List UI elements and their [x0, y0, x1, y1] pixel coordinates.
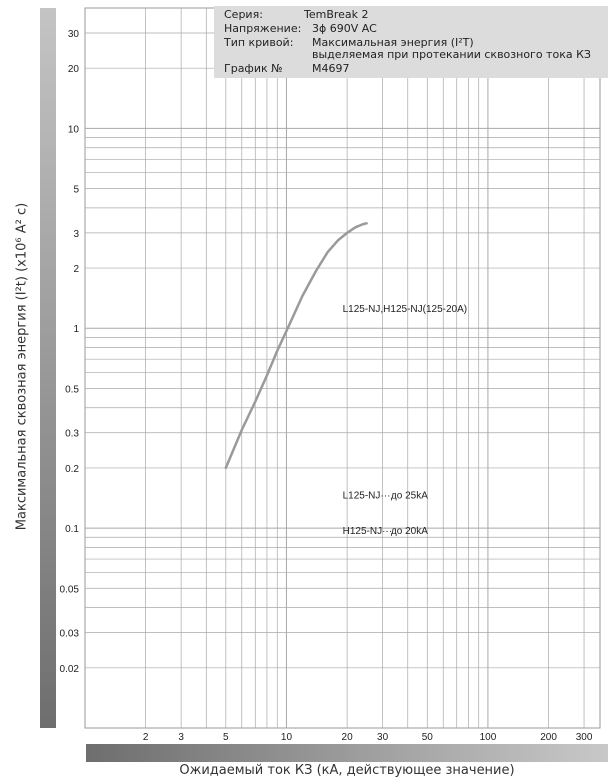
y-axis-title: Максимальная сквозная энергия (I²t) (x10… [14, 202, 30, 531]
y-tick-label: 30 [68, 29, 80, 40]
x-tick-label: 30 [377, 732, 389, 743]
voltage-value: 3ϕ 690V AC [312, 22, 377, 35]
curve-value-line2: выделяемая при протекании сквозного тока… [312, 48, 591, 61]
x-tick-label: 2 [143, 732, 149, 743]
annotation-limit: до 20kA [391, 526, 428, 537]
y-tick-label: 0.1 [65, 524, 79, 535]
x-tick-label: 200 [540, 732, 557, 743]
y-tick-label: 0.3 [65, 429, 79, 440]
x-tick-label: 10 [281, 732, 293, 743]
x-tick-label: 300 [576, 732, 593, 743]
y-tick-label: 0.03 [60, 629, 80, 640]
voltage-key: Напряжение: [224, 22, 302, 35]
y-tick-labels: 30 20 10 5 3 2 1 0.5 0.3 0.2 0.1 0.05 0.03 0.02 [60, 29, 80, 675]
x-tick-label: 20 [342, 732, 354, 743]
y-tick-label: 1 [73, 324, 79, 335]
y-tick-label: 0.5 [65, 384, 79, 395]
y-tick-label: 0.05 [60, 584, 80, 595]
y-tick-label: 2 [73, 264, 79, 275]
data-series: L125-NJ,H125-NJ(125-20A) [224, 222, 468, 470]
annotation-model: H125-NJ··· [343, 526, 392, 537]
x-axis-title: Ожидаемый ток КЗ (кА, действующее значен… [179, 763, 515, 778]
x-tick-labels: 2 3 5 10 20 30 50 100 200 300 [143, 732, 593, 743]
x-tick-label: 100 [480, 732, 497, 743]
y-axis-gradient-bar [40, 8, 56, 728]
x-tick-label: 50 [422, 732, 434, 743]
y-tick-label: 0.02 [60, 664, 80, 675]
graph-number-key: График № [224, 62, 283, 75]
annotation-model: L125-NJ··· [343, 490, 391, 501]
y-tick-label: 10 [68, 124, 80, 135]
y-tick-label: 20 [68, 64, 80, 75]
y-tick-label: 3 [73, 229, 79, 240]
plot-frame [84, 7, 601, 729]
annotation-limit: до 25kA [391, 490, 428, 501]
series-label: L125-NJ,H125-NJ(125-20A) [343, 304, 468, 315]
y-tick-label: 5 [73, 185, 79, 196]
series-value: TemBreak 2 [304, 8, 369, 21]
info-box: Серия: TemBreak 2 Напряжение: 3ϕ 690V AC Т… [214, 6, 608, 78]
series-key: Серия: [224, 8, 263, 21]
curve-value-line1: Максимальная энергия (I²T) [312, 36, 474, 49]
x-axis-gradient-bar [86, 744, 608, 762]
series-line [224, 222, 368, 470]
annotations: L125-NJ··· до 25kA H125-NJ···до 20kA [343, 490, 429, 536]
grid-lines [85, 8, 600, 728]
graph-number-value: M4697 [312, 62, 350, 75]
x-tick-label: 3 [178, 732, 184, 743]
curve-key: Тип кривой: [224, 36, 294, 49]
x-tick-label: 5 [223, 732, 229, 743]
y-tick-label: 0.2 [65, 464, 79, 475]
